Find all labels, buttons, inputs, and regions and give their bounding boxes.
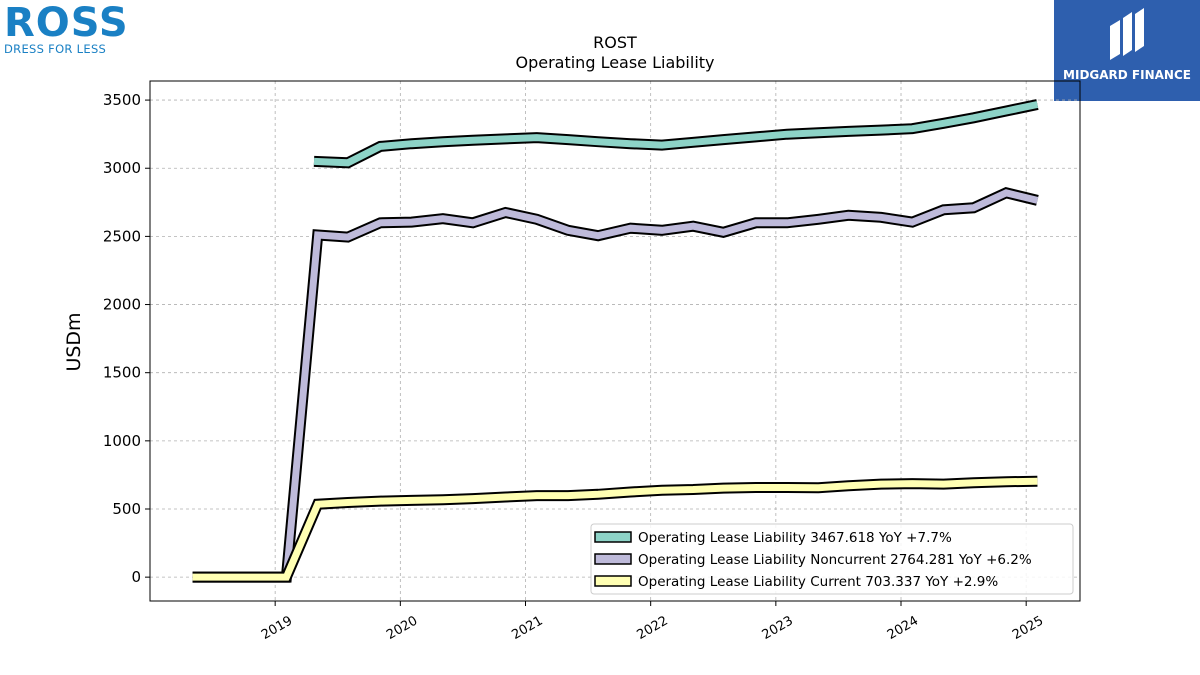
- ross-logo: ROSS DRESS FOR LESS: [4, 0, 144, 56]
- series-1-line: [313, 101, 1039, 167]
- x-tick-label: 2025: [1010, 613, 1046, 643]
- y-tick-label: 2000: [103, 296, 141, 314]
- y-tick-label: 1000: [103, 432, 141, 450]
- x-tick-label: 2024: [885, 613, 921, 643]
- midgard-mark-icon: [1110, 8, 1144, 60]
- legend-label-3: Operating Lease Liability Current 703.33…: [638, 574, 998, 590]
- legend-box: [590, 523, 1074, 595]
- series-3-line: [192, 477, 1038, 581]
- x-axis: 2019 2020 2021 2022 2023 2024 2025: [259, 601, 1046, 643]
- series-2: [192, 187, 1039, 583]
- series-2-line: [192, 189, 1039, 581]
- plot-frame: [149, 80, 1081, 602]
- x-tick-label: 2019: [259, 613, 295, 643]
- midgard-finance-logo: MIDGARD FINANCE: [1054, 0, 1200, 101]
- y-tick-label: 0: [131, 568, 141, 586]
- y-tick-label: 500: [112, 500, 141, 518]
- legend-label-1: Operating Lease Liability 3467.618 YoY +…: [638, 530, 952, 546]
- y-axis-label: USDm: [63, 312, 85, 371]
- series-1: [313, 99, 1039, 169]
- series-layer: [192, 99, 1039, 583]
- x-tick-label: 2020: [384, 613, 420, 643]
- y-tick-label: 3500: [103, 91, 141, 109]
- y-tick-label: 1500: [103, 364, 141, 382]
- x-tick-label: 2023: [760, 613, 796, 643]
- legend-swatch-1: [594, 531, 632, 543]
- legend-label-2: Operating Lease Liability Noncurrent 276…: [638, 552, 1032, 568]
- legend: Operating Lease Liability 3467.618 YoY +…: [590, 523, 1074, 595]
- y-tick-label: 2500: [103, 227, 141, 245]
- x-tick-label: 2021: [509, 613, 545, 643]
- chart-title: ROST: [593, 33, 637, 52]
- ross-logo-wordmark: ROSS: [4, 0, 129, 46]
- ross-logo-tagline: DRESS FOR LESS: [4, 42, 107, 56]
- x-tick-label: 2022: [635, 613, 671, 643]
- y-axis: 0 500 1000 1500 2000 2500 3000 3500: [103, 91, 150, 586]
- midgard-finance-name: MIDGARD FINANCE: [1063, 68, 1191, 82]
- chart-subtitle: Operating Lease Liability: [515, 53, 714, 72]
- y-tick-label: 3000: [103, 159, 141, 177]
- series-1-outline: [313, 99, 1039, 169]
- legend-swatch-3: [594, 575, 632, 587]
- legend-swatch-2: [594, 553, 632, 565]
- series-3: [192, 475, 1038, 583]
